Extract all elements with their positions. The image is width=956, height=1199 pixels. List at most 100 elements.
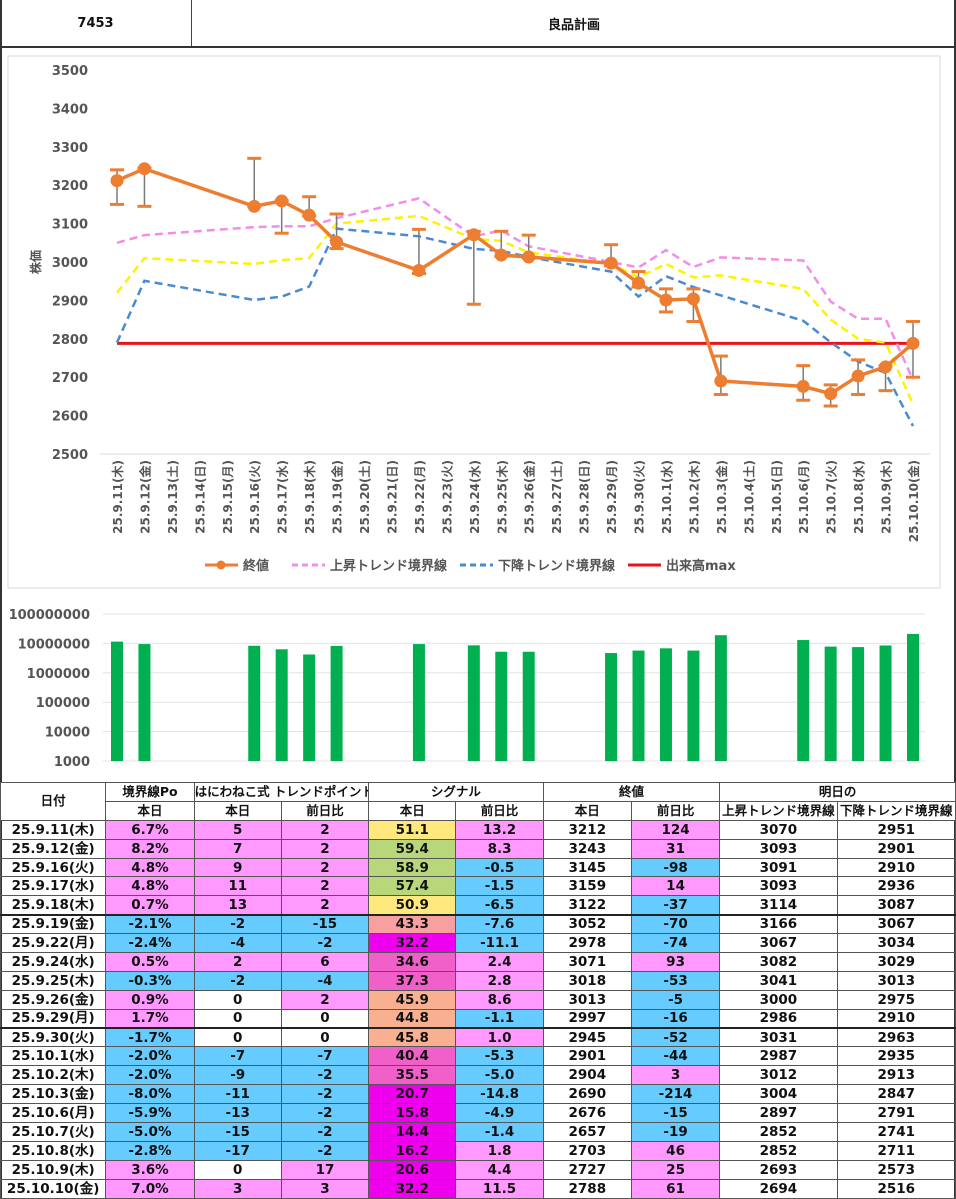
cell-po: -2.0% — [105, 1046, 195, 1067]
cell-signal: 14.4 — [368, 1122, 457, 1142]
vol-y-tick-label: 10000 — [45, 726, 90, 741]
close-point — [824, 387, 838, 401]
cell-signal: 34.6 — [368, 952, 457, 972]
y-tick-label: 2900 — [52, 294, 88, 309]
cell-up-line: 2693 — [719, 1159, 838, 1180]
cell-close-diff: -19 — [630, 1122, 721, 1142]
row-date: 25.9.26(金) — [0, 989, 107, 1010]
company-name: 良品計画 — [547, 17, 600, 33]
cell-up-line: 3082 — [719, 952, 838, 972]
cell-po: -2.4% — [105, 933, 195, 954]
row-date: 25.10.2(木) — [0, 1065, 107, 1086]
cell-down-line: 2847 — [836, 1084, 956, 1105]
cell-up-line: 3091 — [719, 857, 838, 878]
cell-trend-point-diff: 2 — [280, 876, 370, 897]
cell-down-line: 2711 — [836, 1140, 956, 1161]
header-trend-point: はにわねこ式 トレンドポイント — [193, 782, 370, 802]
cell-close-diff: -44 — [630, 1046, 721, 1067]
title-bar: 7453 良品計画 — [0, 0, 956, 48]
cell-signal-diff: 13.2 — [455, 819, 544, 840]
close-point — [330, 235, 344, 249]
table-row: 25.10.8(水) -2.8% -17 -2 16.2 1.8 2703 46 2852 271… — [0, 1140, 956, 1161]
close-point — [796, 379, 810, 393]
x-tick-label: 25.9.29(月) — [605, 460, 619, 534]
cell-signal: 57.4 — [368, 876, 457, 897]
cell-po: 0.7% — [105, 895, 195, 916]
x-tick-label: 25.10.10(金) — [906, 460, 921, 542]
cell-trend-point-diff: 2 — [280, 838, 370, 859]
y-axis-title: 株価 — [28, 250, 43, 274]
cell-signal: 50.9 — [368, 895, 457, 916]
cell-trend-point: -2 — [193, 913, 282, 935]
cell-up-line: 3070 — [719, 819, 838, 840]
cell-po: -5.0% — [105, 1122, 195, 1142]
cell-signal: 20.7 — [368, 1084, 457, 1105]
cell-trend-point: 11 — [193, 876, 282, 897]
legend-label: 終値 — [243, 558, 269, 574]
cell-trend-point-diff: 17 — [280, 1159, 370, 1180]
row-date: 25.10.9(木) — [0, 1159, 107, 1180]
cell-signal: 58.9 — [368, 857, 457, 878]
volume-bar — [714, 635, 727, 761]
volume-bar — [605, 653, 618, 761]
table-row: 25.9.29(月) 1.7% 0 0 44.8 -1.1 2997 -16 2986 2910 — [0, 1008, 956, 1029]
cell-po: -5.9% — [105, 1103, 195, 1124]
cell-close-diff: -74 — [630, 933, 721, 954]
cell-signal: 32.2 — [368, 933, 457, 954]
cell-up-line: 2694 — [719, 1178, 838, 1199]
y-tick-label: 3400 — [52, 102, 88, 117]
cell-down-line: 2516 — [836, 1178, 956, 1199]
cell-po: 0.9% — [105, 989, 195, 1010]
table-row: 25.9.24(水) 0.5% 2 6 34.6 2.4 3071 93 3082 3029 — [0, 952, 956, 972]
cell-trend-point: -4 — [193, 933, 282, 954]
cell-trend-point: 0 — [193, 989, 282, 1010]
cell-close: 3212 — [542, 819, 632, 840]
cell-signal-diff: -6.5 — [455, 895, 544, 916]
cell-close-diff: -214 — [630, 1084, 721, 1105]
cell-trend-point: 5 — [193, 819, 282, 840]
volume-bar — [495, 651, 508, 761]
cell-signal-diff: 8.6 — [455, 989, 544, 1010]
table-row: 25.9.30(火) -1.7% 0 0 45.8 1.0 2945 -52 3031 2963 — [0, 1027, 956, 1048]
cell-down-line: 2951 — [836, 819, 956, 840]
legend-label: 上昇トレンド境界線 — [330, 558, 448, 574]
volume-bar — [412, 644, 425, 761]
volume-bar — [659, 648, 672, 761]
cell-down-line: 2741 — [836, 1122, 956, 1142]
cell-trend-point: -11 — [193, 1084, 282, 1105]
cell-close: 2788 — [542, 1178, 632, 1199]
legend-marker — [216, 560, 226, 570]
table-row: 25.9.16(火) 4.8% 9 2 58.9 -0.5 3145 -98 3091 2910 — [0, 857, 956, 878]
cell-signal: 15.8 — [368, 1103, 457, 1124]
cell-signal-diff: 1.0 — [455, 1027, 544, 1048]
close-point — [714, 374, 728, 388]
cell-signal-diff: -4.9 — [455, 1103, 544, 1124]
cell-signal-diff: -0.5 — [455, 857, 544, 878]
x-tick-label: 25.10.4(土) — [741, 460, 756, 534]
cell-close: 2997 — [542, 1008, 632, 1029]
x-tick-label: 25.9.26(金) — [522, 460, 537, 534]
cell-trend-point-diff: -4 — [280, 970, 370, 991]
cell-down-line: 3087 — [836, 895, 956, 916]
cell-up-line: 3114 — [719, 895, 838, 916]
cell-close: 3122 — [542, 895, 632, 916]
close-point — [275, 194, 289, 208]
legend-label: 下降トレンド境界線 — [498, 558, 616, 574]
x-tick-label: 25.10.8(水) — [851, 460, 866, 534]
y-tick-label: 3000 — [52, 256, 88, 271]
header-po: 境界線Po — [105, 782, 195, 802]
cell-signal-diff: 4.4 — [455, 1159, 544, 1180]
cell-signal-diff: 11.5 — [455, 1178, 544, 1199]
cell-close: 2657 — [542, 1122, 632, 1142]
cell-po: 6.7% — [105, 819, 195, 840]
cell-signal-diff: -5.3 — [455, 1046, 544, 1067]
cell-trend-point-diff: 2 — [280, 857, 370, 878]
cell-up-line: 3166 — [719, 913, 838, 935]
x-tick-label: 25.9.14(日) — [193, 460, 207, 534]
cell-signal-diff: -1.5 — [455, 876, 544, 897]
row-date: 25.9.22(月) — [0, 933, 107, 954]
cell-down-line: 2910 — [836, 857, 956, 878]
cell-signal: 40.4 — [368, 1046, 457, 1067]
x-tick-label: 25.9.28(日) — [578, 460, 592, 534]
cell-up-line: 3012 — [719, 1065, 838, 1086]
